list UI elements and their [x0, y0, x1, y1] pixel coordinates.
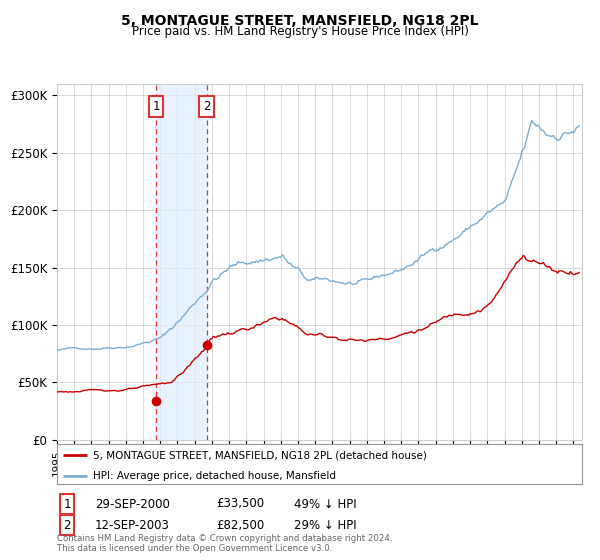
Text: 12-SEP-2003: 12-SEP-2003 [95, 519, 170, 532]
Text: Contains HM Land Registry data © Crown copyright and database right 2024.
This d: Contains HM Land Registry data © Crown c… [57, 534, 392, 553]
Text: 2: 2 [64, 519, 71, 532]
Text: 29% ↓ HPI: 29% ↓ HPI [294, 519, 356, 532]
Text: 29-SEP-2000: 29-SEP-2000 [95, 497, 170, 511]
Text: 2: 2 [203, 100, 211, 113]
Text: 5, MONTAGUE STREET, MANSFIELD, NG18 2PL (detached house): 5, MONTAGUE STREET, MANSFIELD, NG18 2PL … [93, 450, 427, 460]
Text: 49% ↓ HPI: 49% ↓ HPI [294, 497, 356, 511]
Text: HPI: Average price, detached house, Mansfield: HPI: Average price, detached house, Mans… [93, 470, 336, 480]
Text: 1: 1 [64, 497, 71, 511]
Text: £82,500: £82,500 [216, 519, 264, 532]
Text: Price paid vs. HM Land Registry's House Price Index (HPI): Price paid vs. HM Land Registry's House … [131, 25, 469, 38]
Text: 1: 1 [152, 100, 160, 113]
Text: £33,500: £33,500 [216, 497, 264, 511]
Bar [156, 84, 207, 440]
Text: 5, MONTAGUE STREET, MANSFIELD, NG18 2PL: 5, MONTAGUE STREET, MANSFIELD, NG18 2PL [121, 14, 479, 28]
